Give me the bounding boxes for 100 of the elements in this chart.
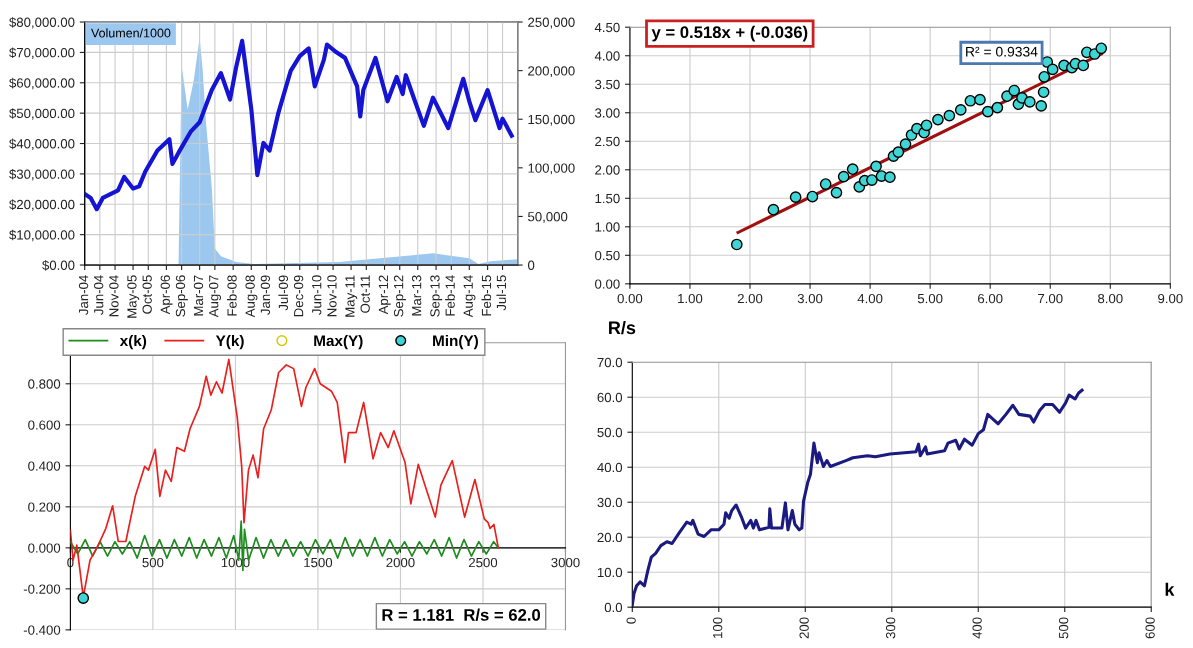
x-tick-label: Feb-15 xyxy=(481,275,492,316)
x-tick-label: Aug-14 xyxy=(463,275,476,318)
x-tick-label: Nov-04 xyxy=(109,275,119,317)
x-tick-label: Aug-07 xyxy=(209,275,222,318)
legend-label: Min(Y) xyxy=(433,334,478,350)
point xyxy=(920,119,933,132)
y-tick-label: 70.0 xyxy=(597,357,623,368)
x-tick-label: Apr-06 xyxy=(160,275,173,315)
point xyxy=(1023,96,1036,108)
x-tick-label: Jan-09 xyxy=(260,275,271,315)
x-tick-label: 2000 xyxy=(386,557,415,568)
point xyxy=(789,191,802,203)
y-tick-label: 20.0 xyxy=(597,532,623,543)
x-tick-label: 300 xyxy=(885,617,896,639)
legend-label: x(k) xyxy=(119,334,147,350)
x-tick-label: 1500 xyxy=(304,557,333,568)
y-tick-label: 0.200 xyxy=(28,502,61,512)
x-tick-label: 9.00 xyxy=(1158,293,1183,304)
y-tick-label: 60.0 xyxy=(597,392,623,403)
x-tick-label: 400 xyxy=(972,617,982,639)
x-tick-label: 500 xyxy=(142,557,164,568)
point xyxy=(1035,100,1048,112)
y2-tick-label: 200,000 xyxy=(528,66,575,78)
y-tick-label: $0.00 xyxy=(42,260,75,271)
x-tick-label: 2500 xyxy=(468,557,498,568)
x-tick-label: 0.00 xyxy=(617,293,643,304)
point xyxy=(1037,86,1050,99)
x-tick-label: Jul-09 xyxy=(278,275,289,311)
x-tick-label: Dec-09 xyxy=(293,275,304,317)
x-tick-label: May-11 xyxy=(345,275,358,317)
y-tick-label: 2.50 xyxy=(595,136,620,147)
y-tick-label: $40,000.00 xyxy=(9,138,75,150)
x-tick-label: 3000 xyxy=(551,557,580,568)
point xyxy=(819,178,832,190)
x-tick-label: Feb-14 xyxy=(445,275,455,316)
text: Volumen/1000 xyxy=(91,28,171,38)
point xyxy=(954,104,967,116)
legend-label: Max(Y) xyxy=(314,334,363,350)
x-tick-label: 5.00 xyxy=(917,293,943,304)
point xyxy=(1038,70,1051,83)
x-tick-label: 100 xyxy=(712,617,723,638)
x-tick-label: 200 xyxy=(799,617,809,639)
x-tick-label: Feb-08 xyxy=(227,275,237,316)
y-tick-label: 0.000 xyxy=(28,543,61,553)
y-tick-label: 1.00 xyxy=(595,222,620,232)
x-axis-title: k xyxy=(1165,582,1175,596)
x-tick-label: 500 xyxy=(1058,617,1069,639)
y-tick-label: 40.0 xyxy=(597,462,623,473)
x-tick-label: Jan-04 xyxy=(78,275,89,315)
point xyxy=(899,138,912,150)
x-tick-label: Oct-11 xyxy=(360,275,370,313)
x-tick-label: 8.00 xyxy=(1098,293,1123,304)
y-tick-label: $30,000.00 xyxy=(9,168,75,181)
y-tick-label: 2.00 xyxy=(595,165,620,175)
point xyxy=(892,146,905,158)
y-tick-label: 0.50 xyxy=(595,250,620,261)
x-tick-label: 2.00 xyxy=(737,293,763,304)
y-tick-label: 30.0 xyxy=(597,497,623,508)
x-tick-label: Mar-13 xyxy=(411,275,422,316)
x-tick-label: Jul-15 xyxy=(496,275,507,311)
y-tick-label: 0.600 xyxy=(28,420,61,430)
point xyxy=(974,93,986,106)
point xyxy=(943,109,956,122)
x-tick-label: Apr-12 xyxy=(378,275,391,315)
y-tick-label: $60,000.00 xyxy=(9,77,75,90)
x-tick-label: 3.00 xyxy=(797,293,823,304)
annotation: R² = 0.9334 xyxy=(966,46,1038,57)
annotation: y = 0.518x + (-0.036) xyxy=(651,25,808,42)
point xyxy=(1001,90,1013,103)
x-tick-label: Nov-10 xyxy=(327,275,337,317)
point xyxy=(932,113,944,126)
point xyxy=(1008,84,1021,97)
point xyxy=(830,186,843,199)
y2-tick-label: 250,000 xyxy=(528,17,575,29)
point xyxy=(981,105,994,118)
annotation: R = 1.181 R/s = 62.0 xyxy=(382,608,541,621)
y-tick-label: 4.50 xyxy=(594,22,620,33)
y-tick-label: 0.800 xyxy=(28,379,61,389)
y2-tick-label: 50,000 xyxy=(528,212,568,223)
line-series xyxy=(632,388,1084,607)
line-series xyxy=(84,38,514,212)
point xyxy=(884,171,896,184)
y-tick-label: 0.400 xyxy=(28,461,61,471)
y-tick-label: $70,000.00 xyxy=(9,47,75,59)
x-tick-label: Sep-13 xyxy=(430,275,443,317)
y-tick-label: 0.0 xyxy=(604,602,623,613)
y-tick-label: 3.50 xyxy=(595,79,620,90)
point xyxy=(964,94,977,107)
y2-tick-label: 100,000 xyxy=(528,163,575,175)
point xyxy=(1046,63,1059,76)
x-tick-label: Jun-10 xyxy=(312,275,322,315)
x-tick-label: Sep-06 xyxy=(175,275,188,317)
point xyxy=(806,190,819,203)
x-tick-label: 6.00 xyxy=(978,293,1003,304)
x-tick-label: 1.00 xyxy=(678,293,703,304)
point xyxy=(991,101,1004,114)
y-tick-label: $80,000.00 xyxy=(9,17,75,29)
y-tick-label: -0.400 xyxy=(23,625,61,635)
legend-label: Y(k) xyxy=(215,334,244,350)
x-tick-label: 7.00 xyxy=(1038,293,1063,304)
